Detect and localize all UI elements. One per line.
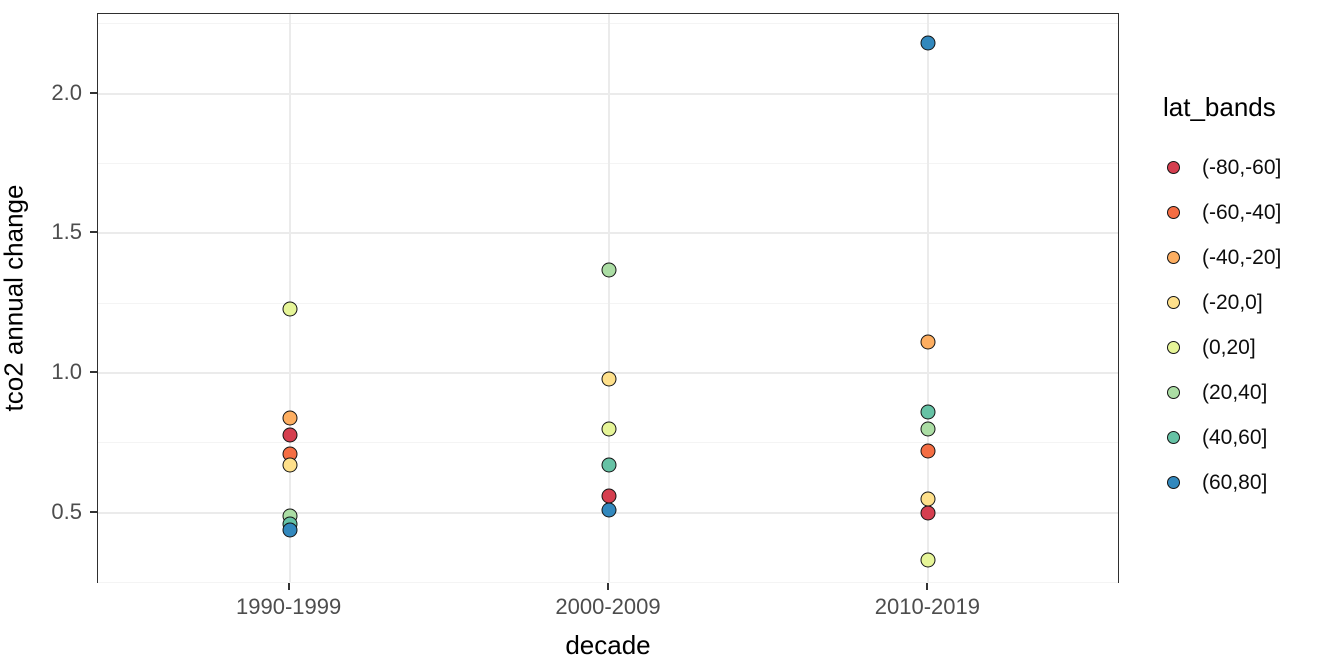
legend-key-dot — [1167, 251, 1180, 264]
legend-row: (-40,-20] — [1163, 235, 1281, 280]
y-tick-label: 2.0 — [51, 79, 82, 105]
legend-key-dot — [1167, 476, 1180, 489]
y-tick-mark — [90, 510, 97, 513]
legend-key-dot — [1167, 431, 1180, 444]
y-tick-label: 1.0 — [51, 359, 82, 385]
legend-rows: (-80,-60] (-60,-40] (-40,-20] (-20,0] (0,20]… — [1163, 145, 1281, 505]
x-tick-label: 2010-2019 — [874, 594, 980, 619]
y-tick-mark — [90, 231, 97, 234]
gridline-major — [927, 14, 930, 582]
x-tick-mark — [287, 583, 290, 590]
plot-panel — [97, 13, 1119, 584]
legend-row: (40,60] — [1163, 415, 1281, 460]
legend-row: (-80,-60] — [1163, 145, 1281, 190]
gridline-major — [288, 14, 291, 582]
data-point — [920, 404, 936, 420]
legend-title: lat_bands — [1163, 92, 1276, 122]
y-tick-label: 1.5 — [51, 219, 82, 245]
legend-label: (-60,-40] — [1202, 200, 1282, 224]
data-point — [601, 457, 617, 473]
x-tick-mark — [607, 583, 609, 590]
legend-key-dot — [1167, 296, 1180, 309]
data-point — [601, 502, 617, 518]
data-point — [601, 421, 617, 437]
legend-label: (-80,-60] — [1202, 155, 1282, 179]
legend: lat_bands (-80,-60] (-60,-40] (-40,-20] (-2… — [1163, 92, 1281, 505]
x-tick-label: 2000-2009 — [555, 594, 661, 619]
data-point — [282, 457, 298, 473]
legend-row: (-60,-40] — [1163, 190, 1281, 235]
data-point — [601, 488, 617, 504]
data-point — [920, 505, 936, 521]
y-tick-label: 0.5 — [51, 498, 82, 524]
x-tick-label: 1990-1999 — [236, 594, 342, 619]
y-tick-mark — [90, 91, 97, 94]
data-point — [601, 371, 617, 387]
legend-key-dot — [1167, 341, 1180, 354]
legend-label: (0,20] — [1202, 335, 1256, 359]
data-point — [920, 443, 936, 459]
data-point — [282, 427, 298, 442]
data-point — [601, 262, 617, 278]
data-point — [282, 301, 298, 317]
data-point — [920, 334, 936, 350]
legend-key-dot — [1167, 206, 1180, 219]
y-axis-title: tco2 annual change — [0, 184, 29, 412]
x-tick-mark — [926, 583, 929, 590]
data-point — [282, 522, 298, 537]
legend-row: (60,80] — [1163, 460, 1281, 505]
legend-key-dot — [1167, 386, 1180, 399]
legend-row: (0,20] — [1163, 325, 1281, 370]
legend-label: (-40,-20] — [1202, 245, 1282, 269]
legend-key-dot — [1167, 161, 1180, 174]
x-axis-title: decade — [565, 630, 651, 660]
legend-label: (60,80] — [1202, 470, 1268, 494]
legend-label: (40,60] — [1202, 425, 1268, 449]
data-point — [920, 552, 936, 568]
gridline-major — [608, 14, 610, 582]
y-tick-mark — [90, 371, 97, 373]
legend-row: (-20,0] — [1163, 280, 1281, 325]
legend-label: (-20,0] — [1202, 290, 1263, 314]
data-point — [920, 421, 936, 437]
gridline-minor — [98, 582, 1118, 584]
data-point — [920, 491, 936, 507]
data-point — [920, 35, 936, 51]
data-point — [282, 410, 298, 426]
legend-label: (20,40] — [1202, 380, 1268, 404]
legend-row: (20,40] — [1163, 370, 1281, 415]
